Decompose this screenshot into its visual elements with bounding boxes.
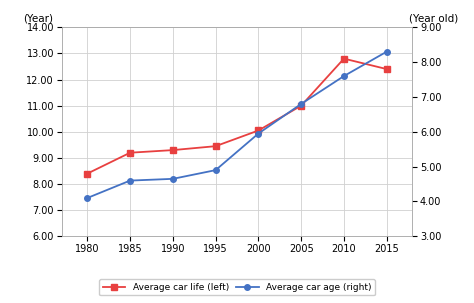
Average car life (left) (213, 144, 219, 148)
Average car life (left) (341, 57, 347, 60)
Average car life (left) (255, 129, 261, 132)
Average car age (right) (84, 196, 90, 200)
Average car life (left) (384, 67, 390, 71)
Average car age (right) (255, 132, 261, 135)
Average car age (right) (298, 102, 304, 106)
Average car age (right) (127, 179, 133, 182)
Legend: Average car life (left), Average car age (right): Average car life (left), Average car age… (99, 279, 375, 295)
Average car age (right) (170, 177, 176, 181)
Average car age (right) (384, 50, 390, 53)
Average car age (right) (341, 74, 347, 78)
Average car life (left) (84, 172, 90, 175)
Average car age (right) (213, 168, 219, 172)
Average car life (left) (298, 104, 304, 108)
Average car life (left) (127, 151, 133, 155)
Text: (Year old): (Year old) (409, 13, 458, 23)
Line: Average car age (right): Average car age (right) (84, 49, 390, 201)
Average car life (left) (170, 148, 176, 152)
Line: Average car life (left): Average car life (left) (84, 56, 390, 176)
Text: (Year): (Year) (23, 13, 53, 23)
